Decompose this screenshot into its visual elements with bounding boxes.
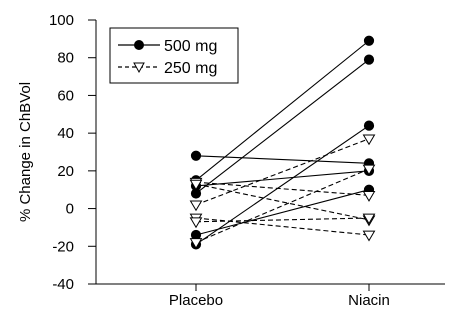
data-point-250mg — [189, 238, 203, 250]
data-point-500mg — [190, 150, 202, 161]
data-point-250mg — [362, 164, 376, 176]
series-line-250mg — [195, 181, 370, 196]
y-tick-label: 40 — [57, 125, 74, 142]
y-tick-label: -20 — [52, 238, 74, 255]
y-tick-label: 100 — [49, 12, 74, 29]
data-point-500mg — [363, 35, 375, 46]
data-point-250mg — [189, 179, 203, 191]
series-line-500mg — [195, 59, 370, 194]
y-tick-label: 60 — [57, 87, 74, 104]
data-point-500mg — [363, 54, 375, 65]
data-point-250mg — [362, 230, 376, 242]
y-ticks: -40 -20 0 20 40 60 80 100 — [49, 12, 96, 293]
y-tick-label: 0 — [66, 201, 74, 218]
axes — [95, 20, 445, 285]
x-tick-label-placebo: Placebo — [169, 292, 223, 309]
series-line-500mg — [195, 170, 370, 187]
legend-box — [109, 27, 239, 84]
series-line-500mg — [195, 125, 370, 245]
x-ticks: Placebo Niacin — [169, 284, 390, 309]
data-point-500mg — [363, 120, 375, 131]
data-point-250mg — [362, 134, 376, 146]
x-tick-label-niacin: Niacin — [348, 292, 390, 309]
series-line-250mg — [195, 138, 370, 206]
legend-label-250mg: 250 mg — [164, 60, 217, 77]
series-markers — [189, 35, 376, 250]
data-point-250mg — [189, 217, 203, 229]
data-point-250mg — [362, 191, 376, 202]
y-tick-label: 80 — [57, 50, 74, 67]
data-point-250mg — [362, 213, 376, 225]
legend-marker-500mg — [134, 40, 144, 50]
series-line-250mg — [195, 183, 370, 221]
series-lines — [195, 40, 370, 245]
series-line-500mg — [195, 40, 370, 181]
legend-marker-250mg — [133, 62, 145, 74]
series-line-250mg — [195, 217, 370, 223]
y-tick-label: 20 — [57, 163, 74, 180]
y-axis-label: % Change in ChBVol — [17, 82, 34, 222]
legend: 500 mg 250 mg — [109, 27, 239, 84]
legend-label-500mg: 500 mg — [164, 38, 217, 55]
series-line-500mg — [195, 189, 370, 236]
y-tick-label: -40 — [52, 276, 74, 293]
data-point-250mg — [189, 200, 203, 212]
series-line-250mg — [195, 168, 370, 244]
